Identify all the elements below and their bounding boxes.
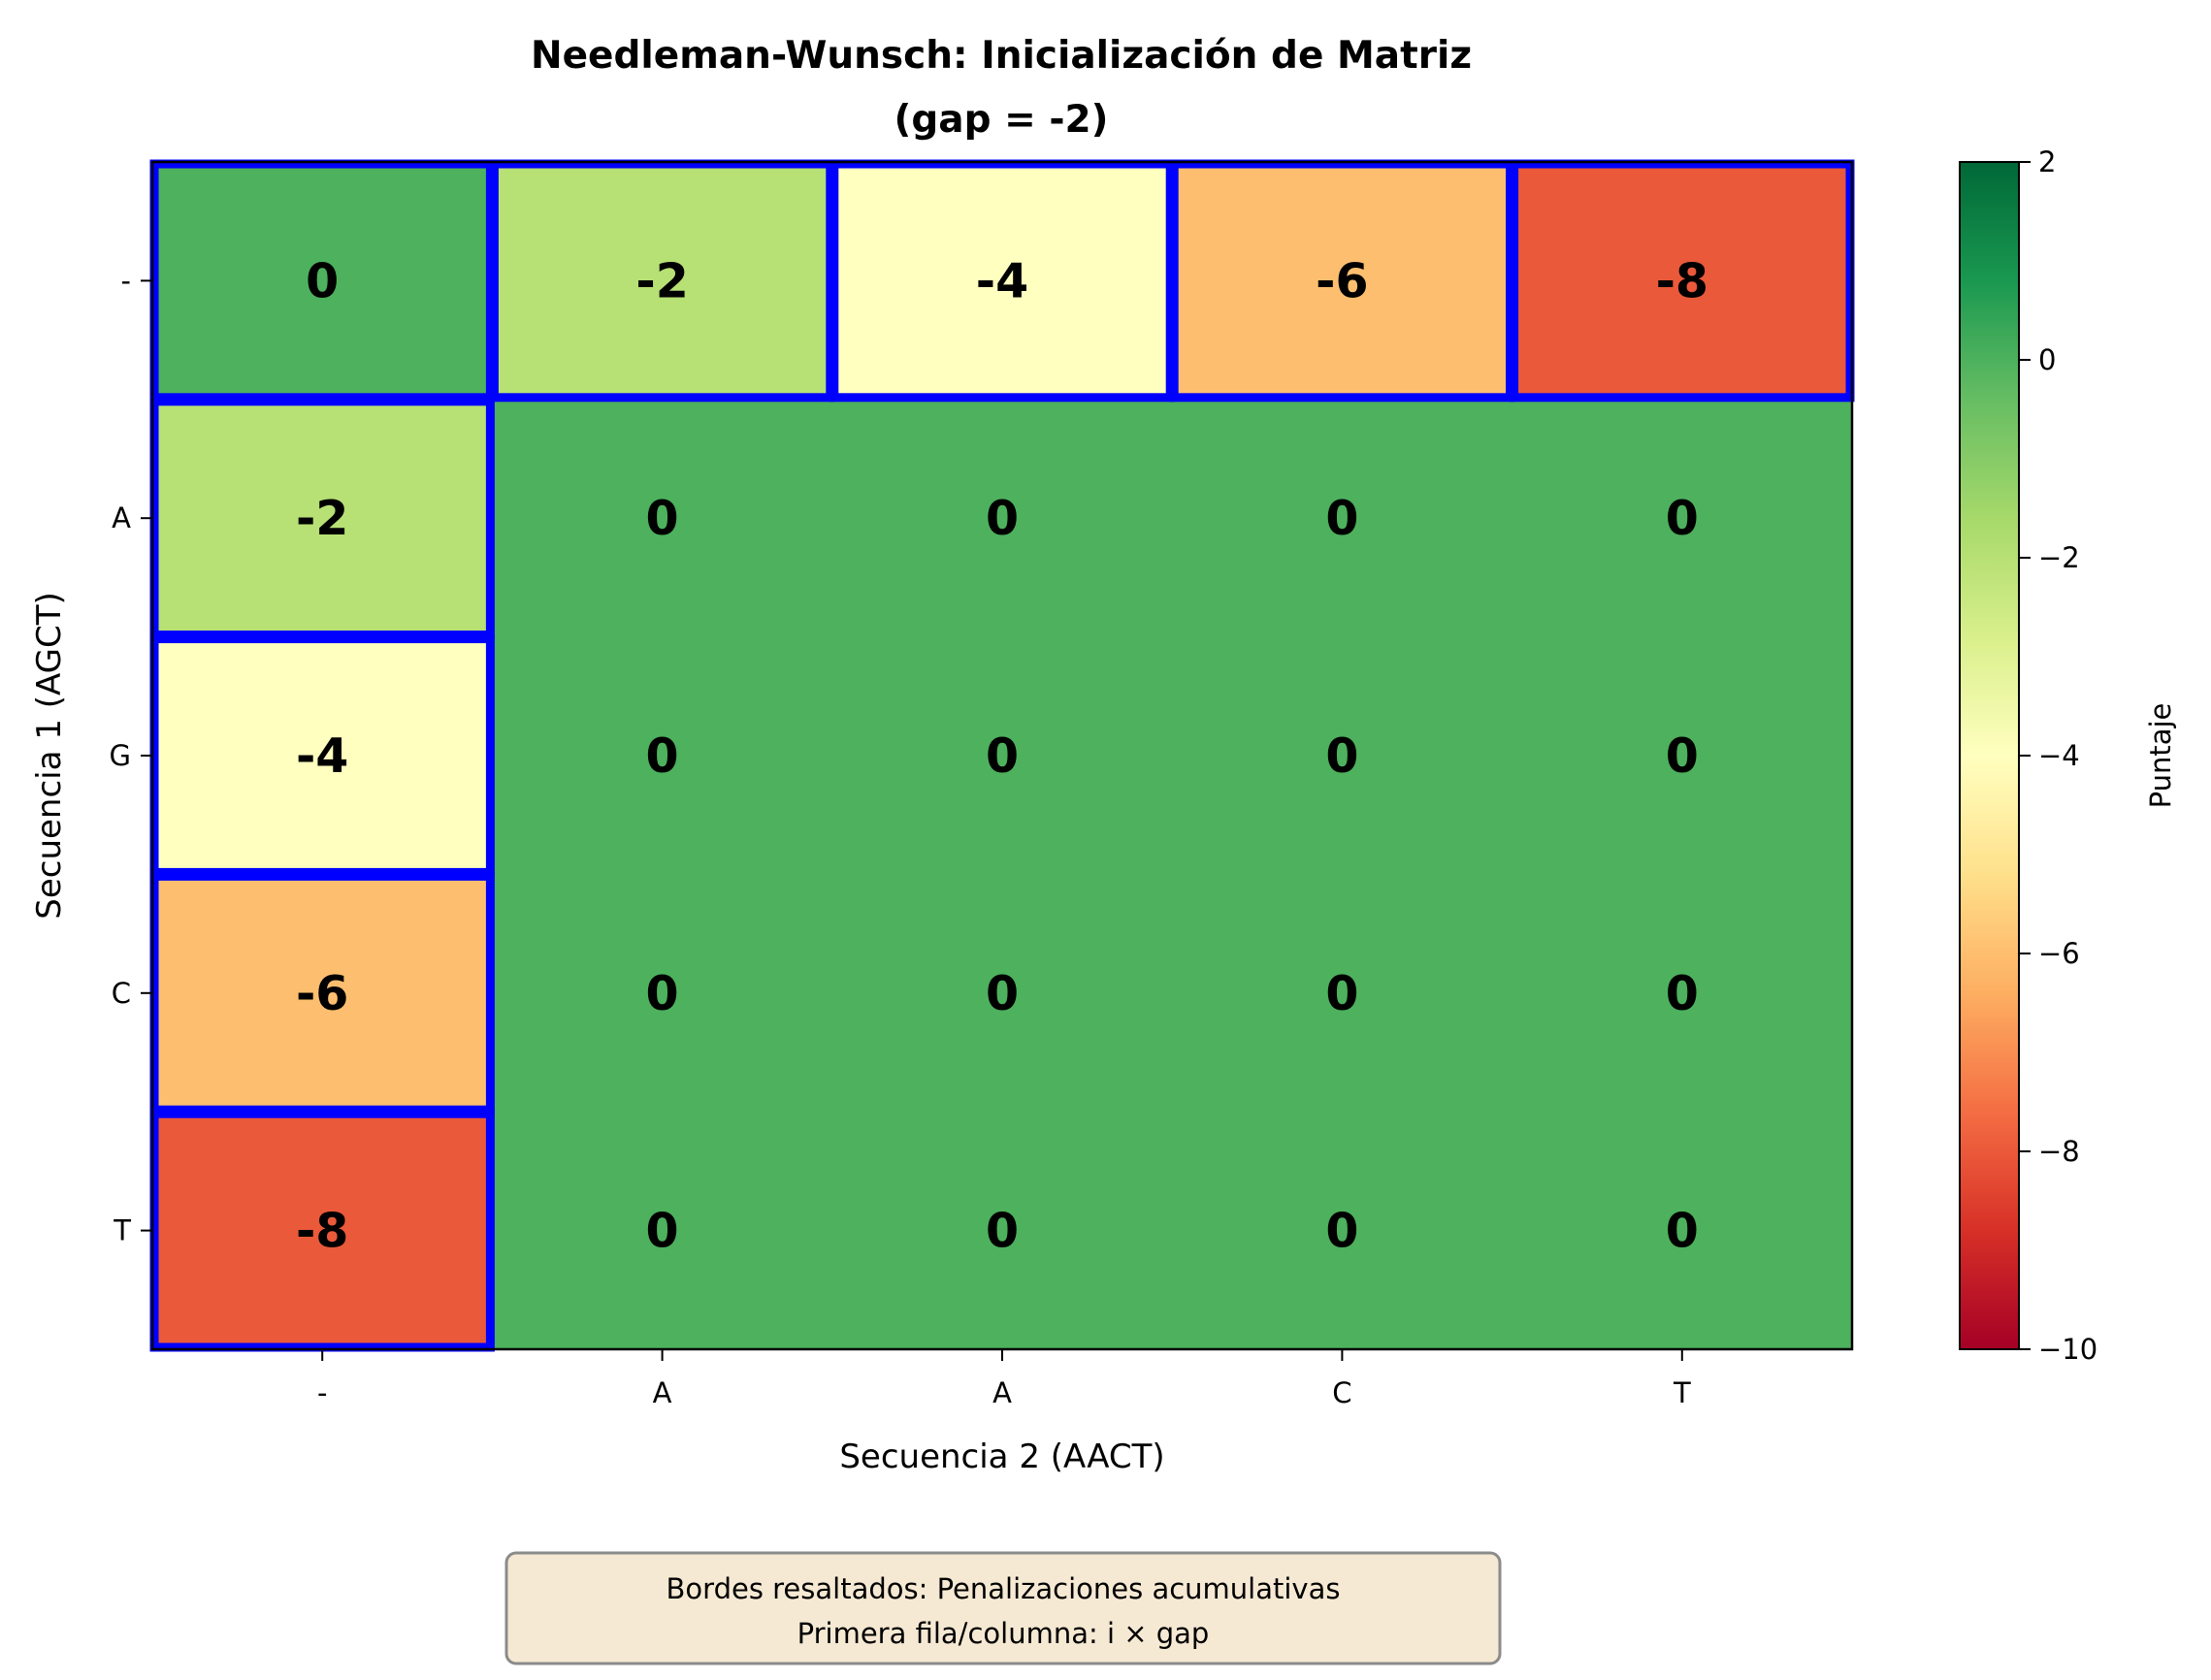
cell-value-label: 0 <box>1666 966 1699 1021</box>
cell-value-label: 0 <box>986 728 1019 784</box>
highlight-border <box>1510 159 1855 403</box>
colorbar-tick-label: −6 <box>2038 937 2080 970</box>
cell-value-label: 0 <box>986 1204 1019 1259</box>
heatmap-cell <box>831 162 1173 401</box>
cell-value-label: 0 <box>646 728 679 784</box>
heatmap-cell <box>1512 636 1853 875</box>
cell-value-label: -4 <box>296 728 348 784</box>
y-tick-label: T <box>113 1214 131 1247</box>
chart-title-line2: (gap = -2) <box>894 98 1109 142</box>
cell-value-label: -6 <box>1316 253 1368 308</box>
cell-value-label: 0 <box>986 491 1019 546</box>
colorbar-tick-label: −4 <box>2038 739 2080 772</box>
heatmap-cells <box>152 162 1853 1350</box>
cell-value-label: 0 <box>1666 728 1699 784</box>
colorbar-tick-label: 2 <box>2038 145 2056 178</box>
cell-value-label: 0 <box>646 1204 679 1259</box>
heatmap-cell <box>1172 1112 1513 1350</box>
cell-value-label: -4 <box>976 253 1028 308</box>
x-tick-label: T <box>1673 1376 1691 1409</box>
cell-value-label: -8 <box>1656 253 1708 308</box>
y-tick-label: G <box>110 739 131 772</box>
highlight-borders <box>149 159 1855 1352</box>
annotation-box <box>504 1551 1502 1665</box>
x-tick-label: C <box>1332 1376 1351 1409</box>
heatmap-cell <box>492 1112 833 1350</box>
heatmap-cell <box>1172 874 1513 1113</box>
cell-value-label: 0 <box>306 253 339 308</box>
heatmap-cell <box>152 1112 493 1350</box>
cell-value-label: 0 <box>646 491 679 546</box>
colorbar-tick-label: −10 <box>2038 1333 2097 1366</box>
cell-value-label: -8 <box>296 1204 348 1259</box>
heatmap-cell <box>1512 162 1853 401</box>
y-tick-label: C <box>112 977 131 1010</box>
x-tick-label: A <box>992 1376 1012 1409</box>
heatmap-cell <box>1512 399 1853 638</box>
cell-value-label: 0 <box>1666 491 1699 546</box>
annotation-line2: Primera fila/columna: i × gap <box>797 1617 1210 1650</box>
cell-value-label: 0 <box>1666 1204 1699 1259</box>
heatmap-cell <box>831 399 1173 638</box>
highlight-border <box>149 1109 495 1352</box>
heatmap-cell <box>152 162 493 401</box>
cell-value-label: 0 <box>986 966 1019 1021</box>
heatmap-cell <box>152 874 493 1113</box>
cell-value-label: -2 <box>296 491 348 546</box>
heatmap-cell <box>1172 162 1513 401</box>
cell-value-label: 0 <box>1325 966 1358 1021</box>
x-tick-label: A <box>653 1376 672 1409</box>
cell-value-label: 0 <box>1325 491 1358 546</box>
colorbar-tick-label: −2 <box>2038 541 2080 574</box>
heatmap-cell <box>152 399 493 638</box>
colorbar <box>1959 161 2020 1350</box>
y-axis-ticks: - A G C T <box>110 264 152 1247</box>
heatmap-cell <box>492 399 833 638</box>
cell-value-label: -6 <box>296 966 348 1021</box>
heatmap-cell <box>1172 636 1513 875</box>
colorbar-label: Puntaje <box>2144 703 2177 809</box>
heatmap-cell <box>492 162 833 401</box>
heatmap-cell <box>492 874 833 1113</box>
x-axis-label: Secuencia 2 (AACT) <box>839 1438 1164 1476</box>
y-axis-label: Secuencia 1 (AGCT) <box>30 592 69 919</box>
colorbar-tick-label: 0 <box>2038 343 2056 376</box>
heatmap-cell <box>152 636 493 875</box>
heatmap-cell <box>831 874 1173 1113</box>
cell-value-labels: 0 -2 -4 -6 -8 -2 0 0 0 0 -4 0 0 0 0 -6 0 0 0 0 -8 0 0 0 0 <box>296 253 1708 1258</box>
heatmap-cell <box>831 636 1173 875</box>
heatmap-cell <box>1172 399 1513 638</box>
annotation-line1: Bordes resaltados: Penalizaciones acumul… <box>667 1572 1341 1605</box>
cell-value-label: -2 <box>635 253 688 308</box>
heatmap-cell <box>492 636 833 875</box>
cell-value-label: 0 <box>646 966 679 1021</box>
colorbar-ticks: 2 0 −2 −4 −6 −8 −10 <box>2019 145 2097 1366</box>
cell-value-label: 0 <box>1325 728 1358 784</box>
colorbar-tick-label: −8 <box>2038 1135 2080 1168</box>
chart-title-line1: Needleman-Wunsch: Inicialización de Matr… <box>531 34 1472 78</box>
heatmap-cell <box>1512 874 1853 1113</box>
cell-value-label: 0 <box>1325 1204 1358 1259</box>
x-tick-label: - <box>317 1376 327 1409</box>
heatmap-cell <box>831 1112 1173 1350</box>
y-tick-label: A <box>112 501 131 534</box>
y-tick-label: - <box>121 264 131 297</box>
heatmap-cell <box>1512 1112 1853 1350</box>
